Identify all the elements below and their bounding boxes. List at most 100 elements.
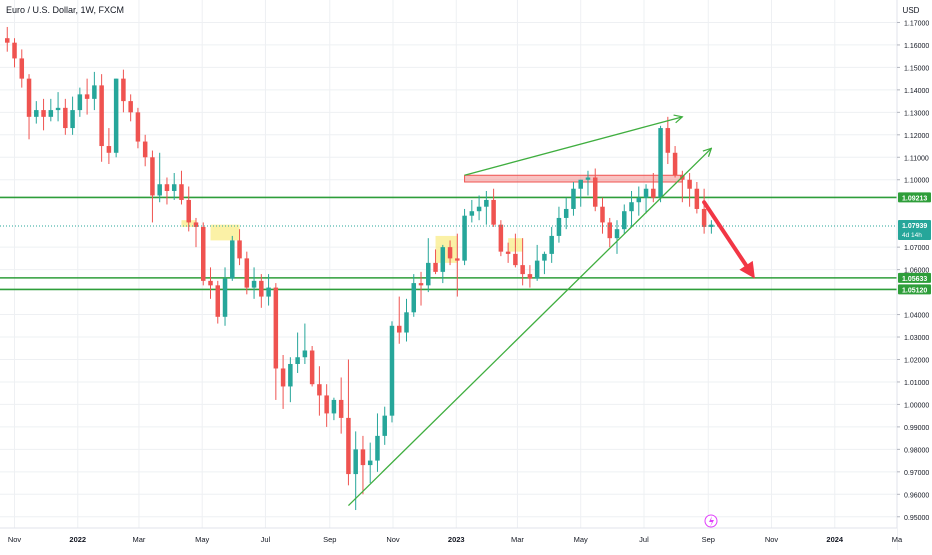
candle[interactable] bbox=[237, 229, 242, 266]
candle[interactable] bbox=[302, 323, 308, 364]
candle[interactable] bbox=[476, 195, 482, 221]
candle[interactable] bbox=[375, 413, 380, 472]
candle[interactable] bbox=[113, 78, 119, 158]
candle[interactable] bbox=[505, 242, 511, 263]
resistance-zone[interactable] bbox=[464, 174, 683, 183]
candle[interactable] bbox=[171, 173, 177, 200]
candle[interactable] bbox=[106, 128, 112, 165]
candle[interactable] bbox=[672, 146, 678, 178]
candle[interactable] bbox=[411, 274, 417, 317]
candle[interactable] bbox=[469, 199, 475, 223]
highlight-zone[interactable] bbox=[210, 224, 240, 241]
candle[interactable] bbox=[687, 173, 692, 207]
candle[interactable] bbox=[295, 332, 300, 373]
candle[interactable] bbox=[331, 397, 337, 421]
candle[interactable] bbox=[600, 197, 605, 234]
candle[interactable] bbox=[84, 78, 90, 115]
candle[interactable] bbox=[440, 244, 446, 284]
candle[interactable] bbox=[5, 26, 10, 52]
candle[interactable] bbox=[324, 384, 329, 427]
candle[interactable] bbox=[491, 188, 496, 227]
candle[interactable] bbox=[578, 179, 583, 207]
candle[interactable] bbox=[19, 49, 25, 88]
candle[interactable] bbox=[259, 274, 264, 308]
candle[interactable] bbox=[164, 177, 170, 205]
candle[interactable] bbox=[498, 220, 504, 257]
candle[interactable] bbox=[317, 366, 322, 416]
candle[interactable] bbox=[121, 69, 126, 113]
currency-button[interactable]: USD bbox=[900, 4, 922, 18]
candle[interactable] bbox=[651, 173, 656, 203]
candle[interactable] bbox=[665, 116, 671, 165]
candle[interactable] bbox=[607, 217, 613, 248]
candle[interactable] bbox=[309, 346, 315, 387]
candle[interactable] bbox=[280, 354, 286, 409]
candle[interactable] bbox=[26, 74, 32, 140]
candle[interactable] bbox=[643, 184, 649, 214]
candle[interactable] bbox=[629, 190, 634, 227]
candle[interactable] bbox=[251, 267, 257, 299]
projection-arrow-shaft[interactable] bbox=[702, 200, 749, 268]
candle[interactable] bbox=[215, 280, 221, 324]
candle[interactable] bbox=[273, 283, 279, 400]
candle[interactable] bbox=[404, 298, 409, 342]
candle[interactable] bbox=[396, 296, 402, 344]
candle[interactable] bbox=[222, 267, 228, 326]
candle[interactable] bbox=[142, 134, 148, 167]
candle[interactable] bbox=[694, 181, 700, 214]
candle[interactable] bbox=[360, 435, 366, 495]
highlight-zone[interactable] bbox=[435, 235, 458, 263]
candle[interactable] bbox=[462, 208, 467, 266]
candle[interactable] bbox=[150, 150, 155, 223]
candle[interactable] bbox=[92, 71, 97, 111]
candle[interactable] bbox=[186, 186, 191, 232]
candle[interactable] bbox=[288, 357, 293, 403]
candle[interactable] bbox=[636, 186, 642, 216]
candle[interactable] bbox=[585, 170, 591, 196]
candle[interactable] bbox=[534, 244, 540, 281]
candle[interactable] bbox=[418, 271, 424, 306]
candle[interactable] bbox=[208, 267, 213, 299]
event-lightning-icon[interactable] bbox=[704, 514, 718, 528]
candle[interactable] bbox=[135, 107, 141, 149]
trendline[interactable] bbox=[347, 148, 711, 506]
candle[interactable] bbox=[12, 38, 17, 68]
projection-arrow-icon[interactable] bbox=[739, 260, 755, 279]
candle[interactable] bbox=[455, 233, 460, 297]
candle[interactable] bbox=[527, 265, 533, 288]
candle[interactable] bbox=[447, 240, 453, 266]
candle[interactable] bbox=[201, 222, 206, 286]
candle[interactable] bbox=[484, 190, 489, 225]
candle[interactable] bbox=[346, 359, 351, 486]
candle[interactable] bbox=[367, 442, 373, 484]
candle[interactable] bbox=[433, 249, 438, 275]
candle[interactable] bbox=[48, 98, 54, 122]
candle[interactable] bbox=[658, 125, 663, 203]
candle[interactable] bbox=[389, 321, 395, 423]
candle[interactable] bbox=[622, 204, 627, 234]
candle[interactable] bbox=[338, 377, 344, 434]
candle[interactable] bbox=[542, 251, 547, 275]
candle[interactable] bbox=[244, 251, 250, 295]
candle[interactable] bbox=[709, 220, 714, 234]
candle[interactable] bbox=[34, 101, 39, 124]
candle[interactable] bbox=[353, 431, 358, 511]
candle[interactable] bbox=[157, 152, 162, 203]
candle[interactable] bbox=[571, 181, 576, 216]
candle[interactable] bbox=[556, 206, 562, 243]
candle[interactable] bbox=[592, 168, 598, 212]
time-scale[interactable] bbox=[0, 528, 897, 550]
candle[interactable] bbox=[701, 188, 707, 234]
candle[interactable] bbox=[179, 170, 184, 205]
candle[interactable] bbox=[41, 98, 46, 131]
trendline[interactable] bbox=[464, 117, 683, 176]
candle[interactable] bbox=[128, 94, 133, 122]
candle[interactable] bbox=[426, 238, 431, 293]
candle[interactable] bbox=[63, 98, 68, 135]
candle[interactable] bbox=[77, 87, 83, 117]
candle[interactable] bbox=[193, 217, 199, 248]
candle[interactable] bbox=[520, 238, 525, 286]
candle[interactable] bbox=[70, 96, 75, 135]
